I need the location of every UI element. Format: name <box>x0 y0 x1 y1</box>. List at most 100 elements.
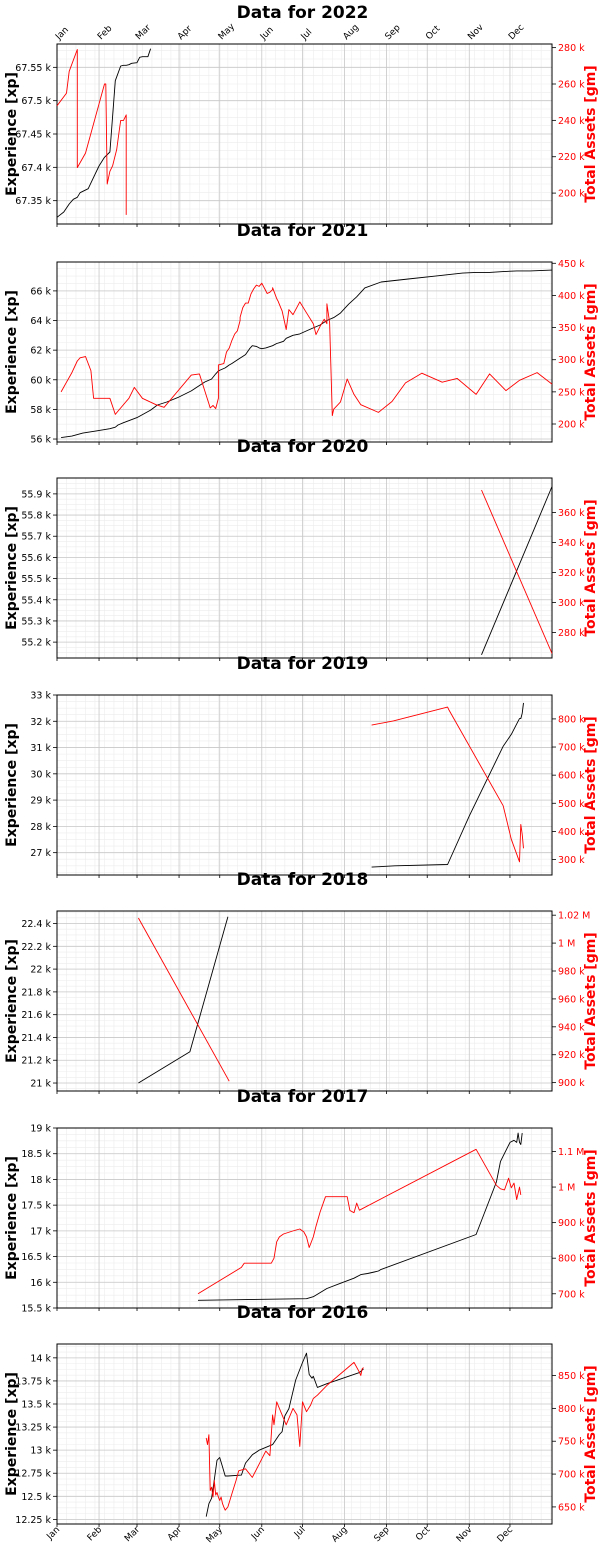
left-tick-label: 67.35 k <box>15 196 51 207</box>
left-tick-label: 19 k <box>30 1124 51 1135</box>
right-tick-label: 600 k <box>558 771 585 782</box>
x-tick-label: Aug <box>330 1525 350 1545</box>
left-axis-label: Experience [xp] <box>4 1372 20 1496</box>
left-tick-label: 13.75 k <box>15 1376 51 1387</box>
right-tick-label: 320 k <box>558 568 585 579</box>
right-tick-label: 500 k <box>558 799 585 810</box>
left-tick-label: 18 k <box>30 1175 51 1186</box>
assets-series-line <box>205 1361 364 1511</box>
right-tick-label: 800 k <box>558 1404 585 1415</box>
assets-series-line <box>481 489 553 654</box>
x-tick-label: Sep <box>373 1525 392 1544</box>
chart-title: Data for 2020 <box>237 437 369 457</box>
chart-title: Data for 2019 <box>237 654 369 674</box>
left-tick-label: 21 k <box>30 1079 51 1090</box>
plot-frame <box>56 477 553 659</box>
left-axis-label: Experience [xp] <box>4 723 20 847</box>
right-axis-label: Total Assets [gm] <box>583 499 599 636</box>
right-axis-label: Total Assets [gm] <box>583 283 599 420</box>
right-tick-label: 700 k <box>558 743 585 754</box>
left-tick-label: 13.5 k <box>21 1400 51 1411</box>
right-tick-label: 450 k <box>558 259 585 270</box>
assets-series-line <box>197 1148 522 1295</box>
right-tick-label: 200 k <box>558 420 585 431</box>
left-tick-label: 60 k <box>30 375 51 386</box>
chart-panel: 15.5 k 16 k 16.5 k 17 k 17.5 k 18 k 18.5 k 19 k… <box>4 1087 599 1315</box>
right-axis-label: Total Assets [gm] <box>583 1149 599 1286</box>
left-tick-label: 67.4 k <box>21 163 51 174</box>
left-tick-label: 22.4 k <box>21 919 51 930</box>
left-tick-label: 21.4 k <box>21 1033 51 1044</box>
experience-series-line <box>205 1352 364 1517</box>
right-tick-label: 920 k <box>558 1050 585 1061</box>
experience-series-line <box>197 1132 523 1301</box>
chart-title: Data for 2021 <box>237 221 369 241</box>
chart-panel: 56 k 58 k 60 k 62 k 64 k 66 k 200 k 250 k 300 k 3… <box>4 221 599 446</box>
right-tick-label: 700 k <box>558 1289 585 1300</box>
right-tick-label: 900 k <box>558 1218 585 1229</box>
left-axis-label: Experience [xp] <box>4 72 20 196</box>
x-tick-label: Nov <box>466 22 486 42</box>
experience-series-line <box>371 702 524 868</box>
left-tick-label: 64 k <box>30 316 51 327</box>
x-tick-label: Jul <box>299 27 314 42</box>
assets-series-line <box>60 282 553 417</box>
right-axis-label: Total Assets [gm] <box>583 1365 599 1502</box>
right-tick-label: 280 k <box>558 628 585 639</box>
left-tick-label: 62 k <box>30 346 51 357</box>
x-tick-label: Feb <box>86 1525 105 1544</box>
left-tick-label: 30 k <box>30 769 51 780</box>
left-tick-label: 29 k <box>30 796 51 807</box>
left-tick-label: 17 k <box>30 1226 51 1237</box>
left-tick-label: 12.25 k <box>15 1515 51 1526</box>
left-tick-label: 55.2 k <box>21 638 51 649</box>
left-tick-label: 13.25 k <box>15 1423 51 1434</box>
x-tick-label: Apr <box>176 24 194 42</box>
right-tick-label: 750 k <box>558 1437 585 1448</box>
right-tick-label: 260 k <box>558 80 585 91</box>
left-tick-label: 21.6 k <box>21 1010 51 1021</box>
chart-title: Data for 2022 <box>237 3 369 23</box>
left-tick-label: 55.8 k <box>21 511 51 522</box>
right-tick-label: 360 k <box>558 508 585 519</box>
plot-frame <box>56 910 553 1092</box>
left-tick-label: 31 k <box>30 743 51 754</box>
x-tick-label: Sep <box>384 23 403 42</box>
x-tick-label: Jun <box>249 1525 267 1543</box>
x-tick-label: Oct <box>414 1525 432 1543</box>
x-tick-label: Apr <box>166 1525 184 1543</box>
right-tick-label: 960 k <box>558 994 585 1005</box>
left-tick-label: 33 k <box>30 691 51 702</box>
chart-panel: 12.25 k 12.5 k 12.75 k 13 k 13.25 k 13.5 k 13.… <box>4 1303 599 1545</box>
right-tick-label: 350 k <box>558 323 585 334</box>
left-tick-label: 12.75 k <box>15 1469 51 1480</box>
chart-title: Data for 2017 <box>237 1087 369 1107</box>
left-tick-label: 67.45 k <box>15 130 51 141</box>
chart-panel: 55.2 k 55.3 k 55.4 k 55.5 k 55.6 k 55.7 k 55.8… <box>4 437 599 661</box>
left-tick-label: 17.5 k <box>21 1201 51 1212</box>
right-tick-label: 850 k <box>558 1371 585 1382</box>
left-axis-label: Experience [xp] <box>4 506 20 630</box>
x-tick-label: Jan <box>45 1525 63 1543</box>
left-tick-label: 55.5 k <box>21 574 51 585</box>
left-tick-label: 22 k <box>30 965 51 976</box>
experience-series-line <box>138 916 229 1084</box>
left-tick-label: 15.5 k <box>21 1304 51 1315</box>
x-tick-label: Feb <box>96 24 115 43</box>
experience-series-line <box>56 48 152 218</box>
right-axis-label: Total Assets [gm] <box>583 65 599 202</box>
right-tick-label: 1 M <box>558 939 575 950</box>
left-tick-label: 27 k <box>30 848 51 859</box>
left-tick-label: 13 k <box>30 1446 51 1457</box>
right-tick-label: 800 k <box>558 714 585 725</box>
left-tick-label: 28 k <box>30 822 51 833</box>
plot-frame <box>56 694 553 876</box>
x-tick-label: May <box>217 21 238 42</box>
right-axis-label: Total Assets [gm] <box>583 932 599 1069</box>
left-tick-label: 55.3 k <box>21 616 51 627</box>
x-tick-label: Jan <box>53 25 71 43</box>
x-tick-label: Nov <box>455 1525 475 1545</box>
right-tick-label: 400 k <box>558 827 585 838</box>
